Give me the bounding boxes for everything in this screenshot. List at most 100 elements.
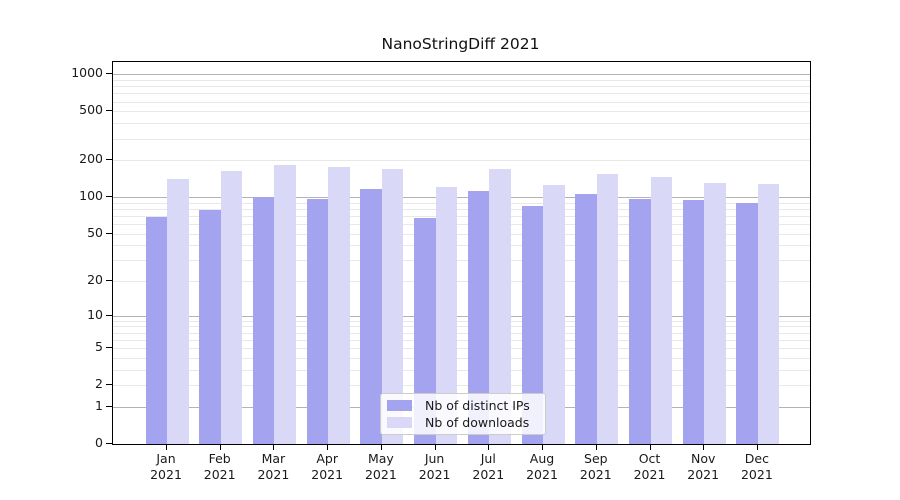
x-axis-tick xyxy=(542,444,543,450)
x-axis-tick xyxy=(166,444,167,450)
bar-ips-jun xyxy=(414,217,436,444)
bar-ips-sep xyxy=(575,194,597,444)
minor-gridline xyxy=(113,369,810,371)
bar-downloads-sep xyxy=(596,173,619,444)
x-axis-tick-label: Jan 2021 xyxy=(150,451,182,482)
y-axis-tick xyxy=(106,196,112,198)
x-axis-tick xyxy=(703,444,705,450)
bar-downloads-jun xyxy=(435,187,458,444)
minor-gridline xyxy=(113,339,810,341)
x-axis-tick-label: Apr 2021 xyxy=(311,451,344,482)
bar-ips-aug xyxy=(521,205,543,444)
bar-downloads-jan xyxy=(167,179,189,444)
minor-gridline xyxy=(113,123,810,125)
bar-downloads-feb xyxy=(220,170,243,444)
y-axis-tick-label: 500 xyxy=(79,102,103,118)
minor-gridline xyxy=(113,233,810,235)
y-axis-tick xyxy=(106,443,112,444)
x-axis-tick-label: Feb 2021 xyxy=(203,451,236,482)
x-axis-tick-label: Mar 2021 xyxy=(257,451,290,482)
x-axis-tick-label: Jun 2021 xyxy=(418,451,451,482)
legend-label-distinct-ips: Nb of distinct IPs xyxy=(425,398,530,413)
major-gridline xyxy=(113,74,810,76)
x-axis-tick-label: Nov 2021 xyxy=(687,451,720,482)
legend: Nb of distinct IPs Nb of downloads xyxy=(380,393,546,435)
y-axis-tick-label: 0 xyxy=(95,435,103,450)
x-axis-tick xyxy=(219,444,221,450)
x-axis-tick-label: Sep 2021 xyxy=(579,451,612,482)
x-axis-tick-label: Aug 2021 xyxy=(526,451,558,482)
minor-gridline xyxy=(113,224,810,226)
bar-ips-jan xyxy=(145,216,167,444)
minor-gridline xyxy=(113,208,810,210)
x-axis-tick-label: Dec 2021 xyxy=(740,451,773,482)
x-axis-tick-label: May 2021 xyxy=(364,451,397,482)
y-axis-tick-label: 1000 xyxy=(71,65,103,81)
bar-ips-may xyxy=(360,189,382,444)
minor-gridline xyxy=(113,111,810,113)
x-axis-tick xyxy=(488,444,490,450)
x-axis-tick xyxy=(327,444,329,450)
minor-gridline xyxy=(113,101,810,103)
y-axis-tick-label: 100 xyxy=(79,188,103,204)
bar-downloads-aug xyxy=(543,185,565,444)
bar-downloads-nov xyxy=(704,182,726,444)
minor-gridline xyxy=(113,357,810,359)
plot-area: Nb of distinct IPs Nb of downloads xyxy=(112,61,811,445)
minor-gridline xyxy=(113,138,810,140)
bar-downloads-dec xyxy=(757,184,780,444)
y-axis-tick-label: 2 xyxy=(95,376,103,392)
y-axis-tick-label: 50 xyxy=(87,224,103,240)
chart-title: NanoStringDiff 2021 xyxy=(381,35,540,53)
minor-gridline xyxy=(113,326,810,328)
legend-item-distinct-ips: Nb of distinct IPs xyxy=(387,398,539,413)
legend-swatch-downloads-icon xyxy=(387,417,412,428)
x-axis-tick-label: Jul 2021 xyxy=(472,451,505,482)
minor-gridline xyxy=(113,348,810,350)
minor-gridline xyxy=(113,215,810,217)
minor-gridline xyxy=(113,385,810,387)
bar-ips-apr xyxy=(306,198,329,444)
x-axis-tick-label: Oct 2021 xyxy=(633,451,666,482)
bar-ips-dec xyxy=(736,202,758,444)
y-axis-tick-label: 1 xyxy=(95,397,103,413)
y-axis-tick xyxy=(106,405,112,407)
bar-downloads-may xyxy=(381,168,404,444)
minor-gridline xyxy=(113,320,810,322)
bar-downloads-jul xyxy=(489,168,511,444)
bar-downloads-apr xyxy=(328,167,350,444)
major-gridline xyxy=(113,315,810,317)
minor-gridline xyxy=(113,332,810,334)
minor-gridline xyxy=(113,80,810,81)
major-gridline xyxy=(113,197,810,199)
minor-gridline xyxy=(113,281,810,283)
legend-item-downloads: Nb of downloads xyxy=(387,415,539,430)
minor-gridline xyxy=(113,93,810,95)
minor-gridline xyxy=(113,86,810,88)
bar-ips-nov xyxy=(682,199,705,444)
bar-ips-feb xyxy=(199,210,221,444)
y-axis-tick-label: 10 xyxy=(87,306,103,322)
x-axis-tick xyxy=(380,444,382,450)
bar-downloads-oct xyxy=(650,176,672,444)
x-axis-tick xyxy=(756,444,758,450)
minor-gridline xyxy=(113,160,810,162)
y-axis-tick xyxy=(106,314,112,316)
y-axis-tick-label: 5 xyxy=(95,339,103,355)
x-axis-tick xyxy=(434,444,436,450)
x-axis-tick xyxy=(273,444,275,450)
y-axis-tick-label: 20 xyxy=(87,272,103,288)
bar-ips-mar xyxy=(252,197,275,444)
bar-ips-jul xyxy=(467,190,490,444)
y-axis-tick xyxy=(106,73,112,75)
minor-gridline xyxy=(113,245,810,247)
y-axis-tick xyxy=(106,347,112,349)
minor-gridline xyxy=(113,202,810,204)
y-axis-tick xyxy=(106,232,112,234)
y-axis-tick xyxy=(106,280,112,282)
legend-swatch-ips-icon xyxy=(387,400,412,411)
bar-ips-oct xyxy=(629,198,651,444)
y-axis-tick xyxy=(106,159,112,161)
bar-downloads-mar xyxy=(274,165,296,444)
